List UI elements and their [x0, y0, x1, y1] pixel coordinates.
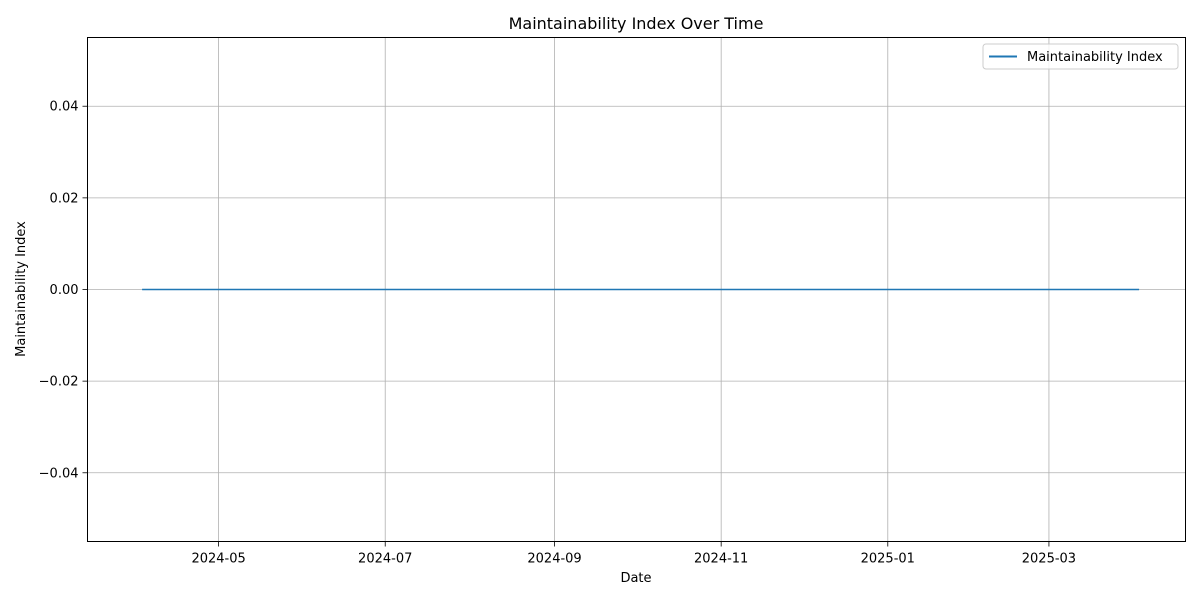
y-tick-label: −0.04: [39, 466, 79, 481]
x-tick-label: 2024-05: [191, 552, 245, 567]
y-tick-label: −0.02: [39, 375, 79, 390]
y-tick-label: 0.02: [50, 191, 79, 206]
legend-box: [982, 43, 1179, 70]
y-axis: −0.04 −0.02 0.00 0.02 0.04: [39, 100, 88, 481]
x-tick-label: 2024-07: [358, 552, 412, 567]
x-tick-label: 2024-09: [527, 552, 581, 567]
chart-title: Maintainability Index Over Time: [509, 14, 764, 33]
x-axis-label: Date: [620, 571, 651, 586]
y-tick-label: 0.00: [50, 283, 79, 298]
x-axis: 2024-05 2024-07 2024-09 2024-11 2025-01 2025-…: [191, 541, 1076, 567]
legend: Maintainability Index: [982, 43, 1179, 70]
legend-label: Maintainability Index: [1027, 50, 1163, 65]
y-axis-label: Maintainability Index: [14, 221, 29, 357]
x-tick-label: 2025-03: [1022, 552, 1076, 567]
x-tick-label: 2025-01: [861, 552, 915, 567]
x-tick-label: 2024-11: [694, 552, 748, 567]
y-tick-label: 0.04: [50, 100, 79, 115]
